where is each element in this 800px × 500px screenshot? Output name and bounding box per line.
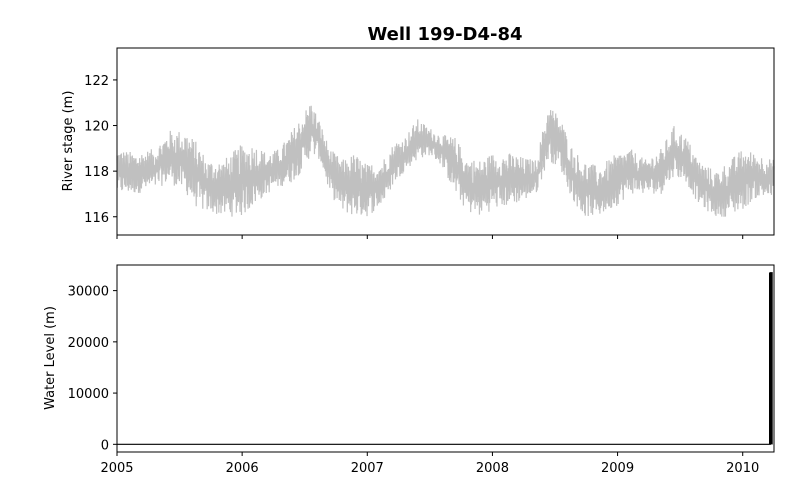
bottom-y-tick-label: 20000 (68, 336, 109, 351)
bottom-y-tick-label: 10000 (68, 387, 109, 402)
bottom-y-axis-label: Water Level (m) (43, 306, 58, 410)
top-y-tick-label: 118 (84, 165, 109, 180)
x-tick-label: 2007 (351, 461, 384, 476)
river-stage-series-line (116, 105, 775, 217)
x-tick-label: 2008 (476, 461, 509, 476)
bottom-plot-frame (116, 264, 775, 453)
water-level-series-line (117, 272, 773, 445)
top-y-tick-label: 122 (84, 74, 109, 89)
top-y-tick-label: 116 (84, 211, 109, 226)
water-level-plot: 0 10000 20000 30000 2005 2006 2007 2008 2009 2010 (68, 264, 775, 476)
bottom-y-tick-label: 30000 (68, 285, 109, 300)
x-tick-label: 2009 (601, 461, 634, 476)
top-plot-frame (116, 47, 775, 236)
top-y-axis-label: River stage (m) (61, 91, 76, 192)
river-stage-plot: 116 118 120 122 (84, 47, 775, 239)
chart-title: Well 199-D4-84 (367, 24, 522, 45)
x-tick-label: 2006 (226, 461, 259, 476)
top-y-tick-label: 120 (84, 120, 109, 135)
x-tick-label: 2010 (726, 461, 759, 476)
bottom-y-tick-label: 0 (101, 438, 109, 453)
x-tick-label: 2005 (100, 461, 133, 476)
